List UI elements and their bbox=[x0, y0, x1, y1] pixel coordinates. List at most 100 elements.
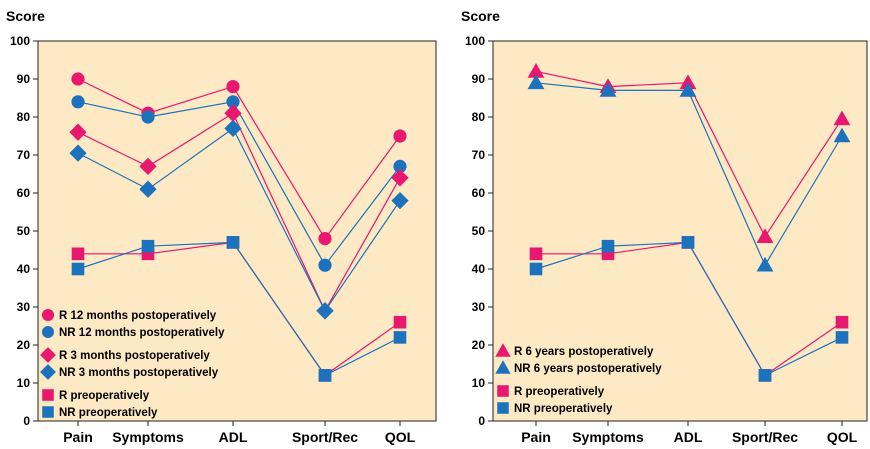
data-point bbox=[393, 129, 407, 143]
data-point bbox=[318, 232, 332, 246]
data-point bbox=[681, 236, 695, 249]
y-tick-label: 10 bbox=[17, 376, 31, 390]
data-point bbox=[679, 74, 697, 90]
data-point bbox=[756, 256, 774, 272]
legend-label: NR preoperatively bbox=[514, 403, 613, 415]
x-tick-label: Pain bbox=[63, 429, 93, 445]
legend-marker bbox=[495, 360, 511, 374]
series-2 bbox=[71, 95, 407, 272]
legend-marker bbox=[41, 325, 55, 339]
x-tick-label: Symptoms bbox=[112, 429, 184, 445]
data-point bbox=[833, 127, 851, 143]
series-4 bbox=[69, 119, 409, 320]
x-tick-label: QOL bbox=[827, 429, 858, 445]
legend-marker bbox=[495, 343, 511, 357]
data-point bbox=[527, 74, 545, 90]
plot-area bbox=[492, 40, 868, 422]
data-point bbox=[71, 95, 85, 109]
y-tick-label: 70 bbox=[472, 148, 486, 162]
legend-marker bbox=[40, 364, 56, 380]
legend-label: NR preoperatively bbox=[59, 407, 158, 419]
y-tick-label: 40 bbox=[17, 262, 31, 276]
legend-label: R preoperatively bbox=[514, 386, 605, 398]
y-axis-title: Score bbox=[461, 8, 500, 24]
data-point bbox=[527, 63, 545, 78]
data-point bbox=[226, 95, 240, 109]
legend-label: R 3 months postoperatively bbox=[59, 350, 210, 362]
y-tick-label: 80 bbox=[472, 110, 486, 124]
y-tick-label: 70 bbox=[17, 148, 31, 162]
data-point bbox=[71, 72, 85, 86]
data-point bbox=[141, 239, 155, 253]
y-tick-label: 40 bbox=[472, 262, 486, 276]
data-point bbox=[756, 228, 774, 243]
y-tick-label: 30 bbox=[472, 300, 486, 314]
data-point bbox=[139, 157, 157, 176]
data-point bbox=[226, 236, 240, 249]
x-tick-label: Pain bbox=[521, 429, 551, 445]
data-point bbox=[835, 315, 849, 329]
data-point bbox=[318, 258, 332, 272]
data-point bbox=[529, 247, 543, 261]
data-point bbox=[318, 369, 332, 382]
y-tick-label: 90 bbox=[472, 72, 486, 86]
legend-marker bbox=[41, 308, 55, 322]
data-point bbox=[69, 123, 87, 141]
data-point bbox=[833, 110, 851, 126]
data-point bbox=[391, 191, 409, 210]
y-tick-label: 60 bbox=[472, 186, 486, 200]
legend-label: NR 3 months postoperatively bbox=[59, 367, 219, 379]
series-6 bbox=[71, 236, 407, 382]
data-point bbox=[393, 331, 407, 344]
legend-marker bbox=[42, 389, 54, 401]
y-tick-label: 0 bbox=[478, 414, 485, 428]
legend: R 12 months postoperatively NR 12 months … bbox=[40, 308, 225, 419]
legend-marker bbox=[497, 385, 509, 397]
data-point bbox=[393, 315, 407, 329]
data-point bbox=[601, 239, 615, 253]
y-tick-label: 0 bbox=[23, 414, 30, 428]
data-point bbox=[758, 369, 772, 382]
legend-label: R 12 months postoperatively bbox=[59, 310, 217, 322]
data-point bbox=[226, 80, 240, 94]
legend-marker bbox=[497, 402, 509, 414]
legend-marker bbox=[42, 406, 54, 418]
chart-right: Score 0 10 20 30 40 50 60 70 80 90 100 Pain Symptoms A… bbox=[461, 8, 868, 445]
y-tick-label: 80 bbox=[17, 110, 31, 124]
data-point bbox=[529, 262, 543, 276]
data-point bbox=[679, 82, 697, 97]
y-tick-label: 10 bbox=[472, 376, 486, 390]
series-4 bbox=[529, 236, 849, 382]
data-point bbox=[71, 247, 85, 261]
legend: R 6 years postoperatively NR 6 years post… bbox=[495, 343, 662, 415]
data-point bbox=[224, 119, 242, 138]
y-tick-label: 20 bbox=[472, 338, 486, 352]
y-axis-title: Score bbox=[6, 8, 45, 24]
data-point bbox=[316, 302, 334, 320]
chart-left: Score 0 10 20 30 40 50 60 70 80 90 100 Pain Symptoms A… bbox=[6, 8, 437, 445]
data-point bbox=[835, 331, 849, 344]
x-tick-label: QOL bbox=[385, 429, 416, 445]
x-tick-label: Sport/Rec bbox=[732, 429, 798, 445]
y-tick-label: 90 bbox=[17, 72, 31, 86]
data-point bbox=[391, 169, 409, 187]
y-tick-label: 20 bbox=[17, 338, 31, 352]
y-tick-label: 50 bbox=[472, 224, 486, 238]
legend-marker bbox=[40, 347, 56, 363]
y-tick-label: 60 bbox=[17, 186, 31, 200]
data-point bbox=[224, 104, 242, 122]
series-3 bbox=[69, 104, 409, 320]
y-tick-label: 30 bbox=[17, 300, 31, 314]
legend-label: NR 6 years postoperatively bbox=[514, 363, 662, 375]
data-point bbox=[393, 159, 407, 173]
data-point bbox=[71, 262, 85, 276]
data-point bbox=[141, 110, 155, 124]
legend-label: NR 12 months postoperatively bbox=[59, 327, 225, 339]
x-tick-label: ADL bbox=[674, 429, 703, 445]
x-tick-label: Symptoms bbox=[572, 429, 644, 445]
legend-label: R 6 years postoperatively bbox=[514, 346, 654, 358]
legend-label: R preoperatively bbox=[59, 390, 150, 402]
data-point bbox=[69, 144, 87, 162]
x-tick-label: Sport/Rec bbox=[292, 429, 358, 445]
